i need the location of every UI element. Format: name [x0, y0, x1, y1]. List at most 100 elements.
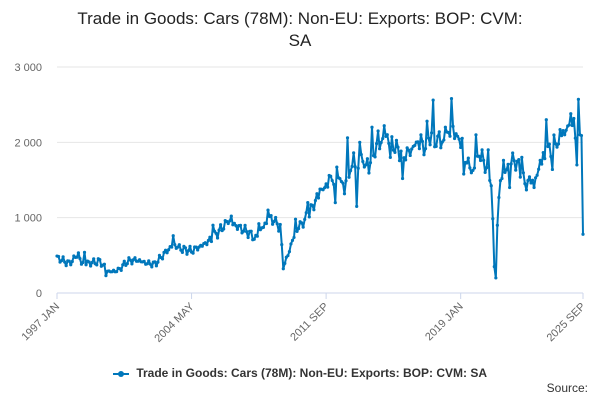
data-point	[570, 123, 574, 128]
data-point	[163, 248, 168, 252]
data-point	[558, 127, 562, 132]
data-point	[567, 123, 571, 127]
data-point	[399, 149, 403, 153]
data-point	[255, 234, 259, 238]
data-point	[509, 162, 513, 166]
source-link[interactable]: Source:	[546, 381, 588, 395]
data-point	[530, 178, 535, 182]
data-point	[145, 262, 149, 266]
data-point	[420, 139, 425, 144]
data-point	[573, 136, 577, 140]
data-point	[549, 154, 553, 159]
data-point	[75, 255, 79, 259]
chart-title-line-2: SA	[288, 31, 312, 50]
data-point	[246, 235, 250, 240]
data-point	[150, 265, 154, 269]
data-point	[387, 141, 391, 145]
data-point	[160, 257, 165, 261]
data-point	[188, 244, 192, 248]
data-point	[63, 260, 67, 264]
data-point	[177, 243, 181, 247]
data-point	[345, 136, 350, 140]
data-point	[388, 155, 392, 159]
data-point	[347, 175, 351, 179]
data-point	[555, 145, 559, 149]
data-point	[459, 145, 463, 150]
data-point	[393, 150, 397, 155]
data-point	[400, 176, 405, 181]
data-point	[125, 262, 129, 266]
data-point	[329, 174, 333, 178]
x-tick-label: 1997 JAN	[19, 301, 62, 344]
data-point	[457, 137, 461, 141]
data-point	[257, 222, 261, 226]
data-point	[390, 135, 394, 139]
data-point	[310, 203, 314, 207]
data-point	[200, 244, 204, 248]
data-point	[482, 158, 486, 162]
data-point	[322, 186, 327, 190]
data-point	[61, 255, 65, 259]
data-point	[128, 258, 132, 262]
data-point	[523, 182, 527, 186]
data-point	[423, 146, 428, 151]
data-point	[115, 270, 119, 274]
data-point	[379, 140, 383, 145]
data-point	[529, 181, 533, 185]
data-point	[295, 229, 299, 233]
data-point	[460, 136, 464, 140]
data-point	[165, 251, 169, 255]
data-point	[206, 238, 210, 243]
data-point	[70, 259, 74, 264]
data-point	[176, 245, 180, 249]
chart-legend[interactable]: Trade in Goods: Cars (78M): Non-EU: Expo…	[0, 366, 600, 380]
data-point	[426, 136, 431, 140]
data-point	[430, 131, 434, 135]
data-point	[59, 259, 64, 263]
data-point	[238, 223, 243, 228]
data-point	[326, 185, 330, 189]
data-point	[249, 229, 253, 233]
data-point	[121, 263, 125, 267]
data-point	[287, 250, 292, 254]
data-point	[167, 248, 171, 252]
data-point	[495, 223, 499, 227]
data-point	[171, 234, 175, 238]
axis-layer: 0 1 000 2 000 3 000 1997 JAN 2004 MAY 2011 SEP…	[14, 62, 588, 345]
data-point	[264, 221, 269, 226]
series-layer	[55, 97, 585, 280]
data-point	[234, 224, 238, 228]
data-point	[368, 161, 373, 165]
data-point	[229, 214, 233, 218]
data-point	[443, 125, 447, 129]
data-point	[156, 260, 160, 264]
data-point	[304, 211, 308, 215]
data-point	[391, 148, 395, 152]
data-point	[477, 154, 481, 158]
data-point	[439, 146, 443, 150]
data-point	[532, 185, 536, 190]
data-point	[497, 195, 501, 200]
data-point	[243, 223, 247, 227]
data-point	[266, 208, 270, 212]
data-point	[486, 148, 490, 152]
data-point	[344, 179, 348, 183]
data-point	[170, 245, 174, 249]
data-point	[374, 142, 379, 146]
data-point	[219, 223, 223, 227]
data-point	[543, 157, 547, 161]
data-point	[69, 263, 73, 267]
data-point	[313, 198, 318, 203]
data-point	[564, 128, 568, 132]
data-point	[104, 274, 108, 278]
data-point	[485, 166, 489, 170]
data-point	[303, 217, 307, 222]
data-point	[275, 222, 279, 226]
data-point	[506, 162, 510, 166]
data-point	[544, 118, 548, 122]
data-point	[228, 219, 232, 223]
data-point	[142, 259, 146, 263]
data-point	[552, 133, 556, 137]
data-point	[365, 157, 369, 161]
data-point	[474, 133, 478, 137]
